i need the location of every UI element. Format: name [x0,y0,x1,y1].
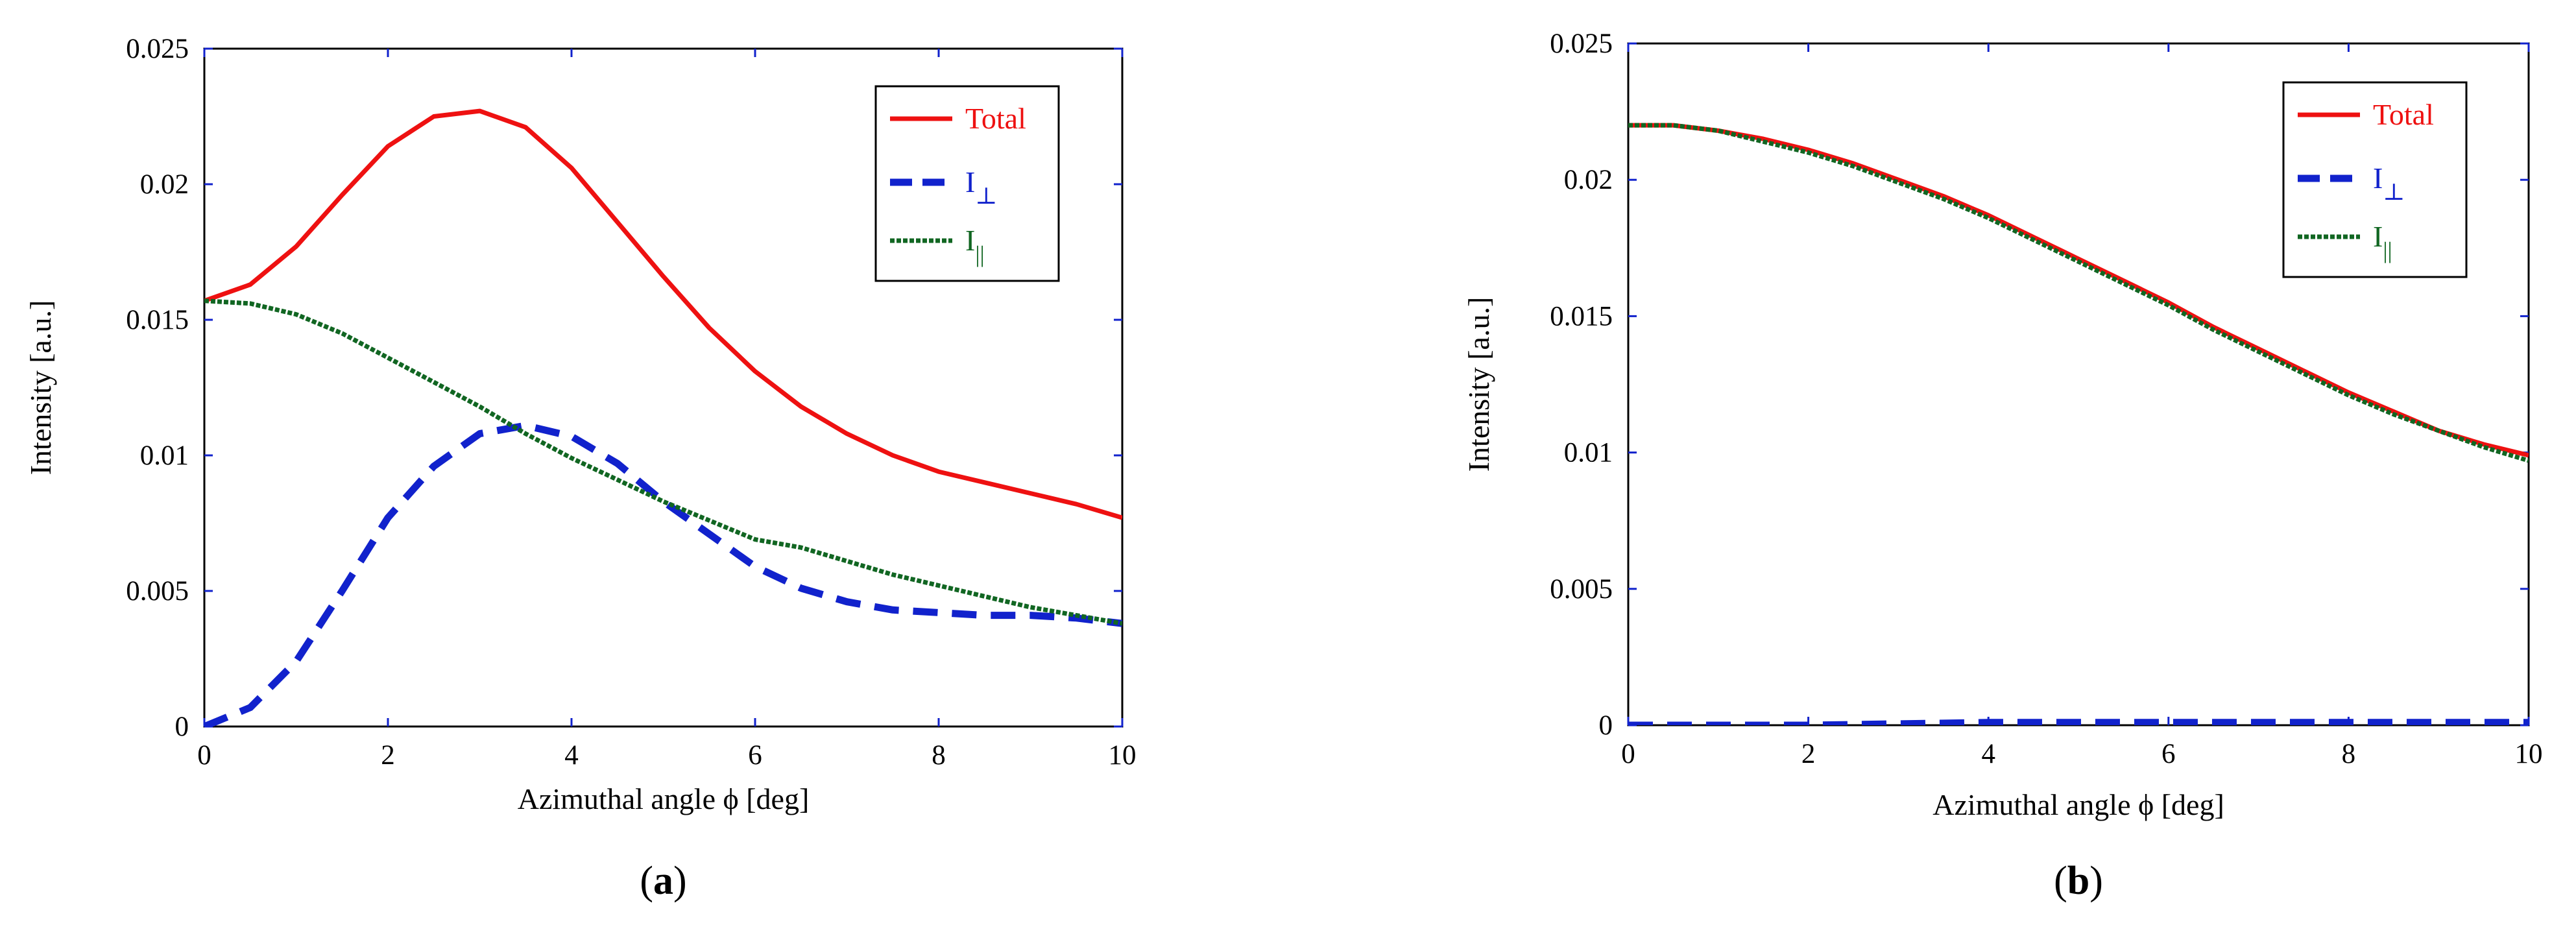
x-tick-label: 4 [1981,739,1995,769]
x-tick-label: 8 [2342,739,2356,769]
x-tick-label: 2 [381,740,395,771]
y-tick-label: 0.02 [140,169,189,200]
y-tick-label: 0.025 [126,34,189,64]
y-tick-label: 0.005 [126,576,189,607]
x-tick-label: 2 [1801,739,1816,769]
y-tick-label: 0.01 [1564,438,1613,468]
series-line-i-perp [204,422,1122,727]
panel-caption: (a) [640,859,686,903]
series-line-total [1628,123,2529,458]
y-axis-label: Intensity [a.u.] [24,300,57,475]
y-axis-label: Intensity [a.u.] [1462,297,1495,472]
legend-entry-label: I⊥ [965,165,997,209]
plot-frame [203,47,1124,728]
legend-entry-label: Total [2373,98,2434,131]
series-line-i-perp [1628,719,2529,725]
x-axis-label: Azimuthal angle ϕ [deg] [1932,788,2224,821]
x-axis-label: Azimuthal angle ϕ [deg] [518,782,810,815]
x-tick-label: 0 [1621,739,1635,769]
y-tick-label: 0.02 [1564,165,1613,195]
legend-entry-label: Total [965,102,1026,135]
chart-panel-b: 0 0.005 0.01 0.015 0.02 0.025 0 2 4 6 8 10 Azimuthal… [1462,29,2543,903]
x-tick-label: 4 [564,740,579,771]
y-tick-label: 0.025 [1550,29,1613,59]
legend: Total I⊥ I|| [2282,81,2468,278]
x-tick-label: 6 [2161,739,2176,769]
y-tick-label: 0.005 [1550,574,1613,605]
y-tick-label: 0.01 [140,440,189,471]
x-tick-label: 0 [197,740,211,771]
y-tick-label: 0 [175,712,189,742]
x-tick-label: 6 [748,740,762,771]
y-tick-label: 0 [1599,710,1613,741]
chart-panel-a: 0 0.005 0.01 0.015 0.02 0.025 0 2 4 6 8 10 Azimuthal… [24,34,1137,903]
x-tick-label: 10 [1109,740,1137,771]
x-tick-label: 10 [2515,739,2543,769]
y-tick-label: 0.015 [126,305,189,335]
legend-entry-label: I|| [965,224,985,267]
y-tick-label: 0.015 [1550,301,1613,331]
legend-entry-label: I|| [2373,220,2392,263]
legend-entry-label: I⊥ [2373,162,2405,205]
series-line-total [204,108,1122,520]
x-tick-label: 8 [932,740,946,771]
series-line-i-par [1628,123,2529,463]
series-line-i-par [204,298,1122,626]
panel-caption: (b) [2054,859,2103,903]
legend: Total I⊥ I|| [874,85,1060,282]
